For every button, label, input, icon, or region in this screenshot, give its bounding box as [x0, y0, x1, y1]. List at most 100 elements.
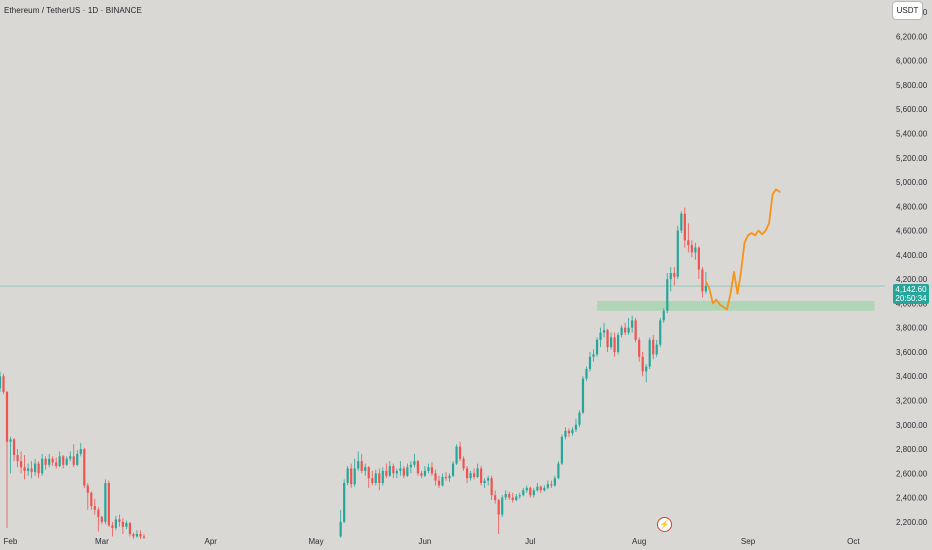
- x-tick-label: May: [309, 537, 324, 546]
- candle: [480, 466, 483, 486]
- candle: [79, 442, 82, 457]
- candle-body: [476, 468, 479, 477]
- candle-body: [567, 430, 571, 434]
- candle-body: [620, 327, 623, 335]
- candle-body: [357, 461, 360, 469]
- candle-body: [581, 378, 585, 413]
- candle: [451, 461, 455, 477]
- candle-body: [51, 458, 54, 463]
- candle: [374, 469, 377, 486]
- candle: [339, 509, 342, 538]
- candle: [508, 491, 511, 501]
- candle-body: [48, 458, 51, 465]
- candle: [624, 322, 627, 335]
- candle: [645, 364, 648, 383]
- candle-body: [494, 495, 497, 501]
- candle-body: [378, 473, 381, 484]
- candle: [357, 451, 360, 471]
- last-price-value: 4,142.60: [895, 285, 927, 294]
- candle-body: [557, 463, 560, 479]
- candle-body: [392, 466, 395, 474]
- candle-body: [648, 339, 651, 367]
- candle-body: [704, 286, 707, 292]
- candle: [683, 207, 686, 248]
- candle: [62, 455, 65, 469]
- candle: [395, 468, 398, 479]
- candle: [65, 456, 68, 467]
- currency-button[interactable]: USDT: [892, 1, 923, 20]
- x-axis[interactable]: Feb Mar Apr May Jun Jul Aug Sep Oct: [4, 537, 861, 546]
- y-tick-label: 4,400.00: [896, 251, 928, 260]
- symbol-title: Ethereum / TetherUS · 1D · BINANCE: [4, 6, 142, 15]
- candle-body: [413, 461, 416, 465]
- candle-body: [462, 458, 465, 469]
- candle: [135, 530, 139, 538]
- candle-body: [27, 468, 30, 471]
- candle-body: [465, 468, 469, 479]
- y-tick-label: 6,000.00: [896, 57, 928, 66]
- candle: [539, 485, 542, 493]
- candle: [399, 461, 402, 476]
- candle: [687, 223, 690, 253]
- candle: [30, 461, 33, 479]
- candle-body: [409, 464, 412, 468]
- candle-body: [539, 486, 542, 491]
- forecast-layer: [705, 188, 781, 311]
- candle-body: [487, 478, 490, 481]
- candle: [697, 246, 700, 280]
- candle-body: [395, 470, 398, 474]
- candle: [16, 449, 19, 468]
- candle: [416, 459, 420, 476]
- candle-body: [560, 436, 563, 464]
- candle: [430, 462, 434, 476]
- candle: [476, 463, 479, 479]
- candle: [673, 267, 676, 286]
- candle: [93, 498, 96, 515]
- candle: [487, 475, 490, 486]
- candle: [423, 466, 427, 477]
- candle: [448, 473, 451, 482]
- candle: [620, 325, 623, 338]
- candle: [617, 332, 620, 355]
- candle: [529, 486, 532, 498]
- candle-body: [669, 273, 672, 280]
- candle-body: [592, 354, 595, 357]
- candle-body: [480, 468, 483, 484]
- candle-body: [90, 492, 93, 507]
- candle-body: [434, 473, 437, 481]
- candle: [76, 450, 79, 467]
- candle-body: [522, 490, 525, 496]
- candle-body: [701, 269, 704, 292]
- x-tick-label: Mar: [95, 537, 109, 546]
- candle-body: [571, 429, 574, 434]
- candle: [606, 328, 609, 352]
- candle-body: [437, 480, 441, 486]
- candle-body: [697, 247, 700, 270]
- candle-body: [430, 467, 434, 474]
- candle-body: [142, 536, 146, 538]
- candle-body: [508, 493, 511, 498]
- candle-body: [504, 493, 507, 498]
- candle: [9, 436, 12, 474]
- candle: [111, 521, 114, 537]
- candle: [2, 373, 5, 395]
- candle-body: [427, 467, 430, 471]
- candle: [125, 520, 128, 530]
- candle-body: [23, 467, 26, 471]
- candle-body: [532, 490, 535, 496]
- candle: [48, 453, 51, 468]
- candle-body: [609, 337, 613, 348]
- candle: [51, 456, 54, 467]
- lightning-bolt-icon[interactable]: ⚡: [657, 517, 672, 532]
- y-axis[interactable]: 2,200.00 2,400.00 2,600.00 2,800.00 3,000.00…: [896, 8, 928, 527]
- candle: [511, 492, 514, 503]
- candle-body: [65, 458, 68, 465]
- candle-body: [501, 497, 504, 515]
- candle: [132, 532, 135, 539]
- candle: [367, 466, 370, 488]
- candle: [388, 461, 391, 477]
- candle-body: [638, 339, 641, 357]
- candle: [494, 490, 497, 504]
- x-tick-label: Jul: [525, 537, 535, 546]
